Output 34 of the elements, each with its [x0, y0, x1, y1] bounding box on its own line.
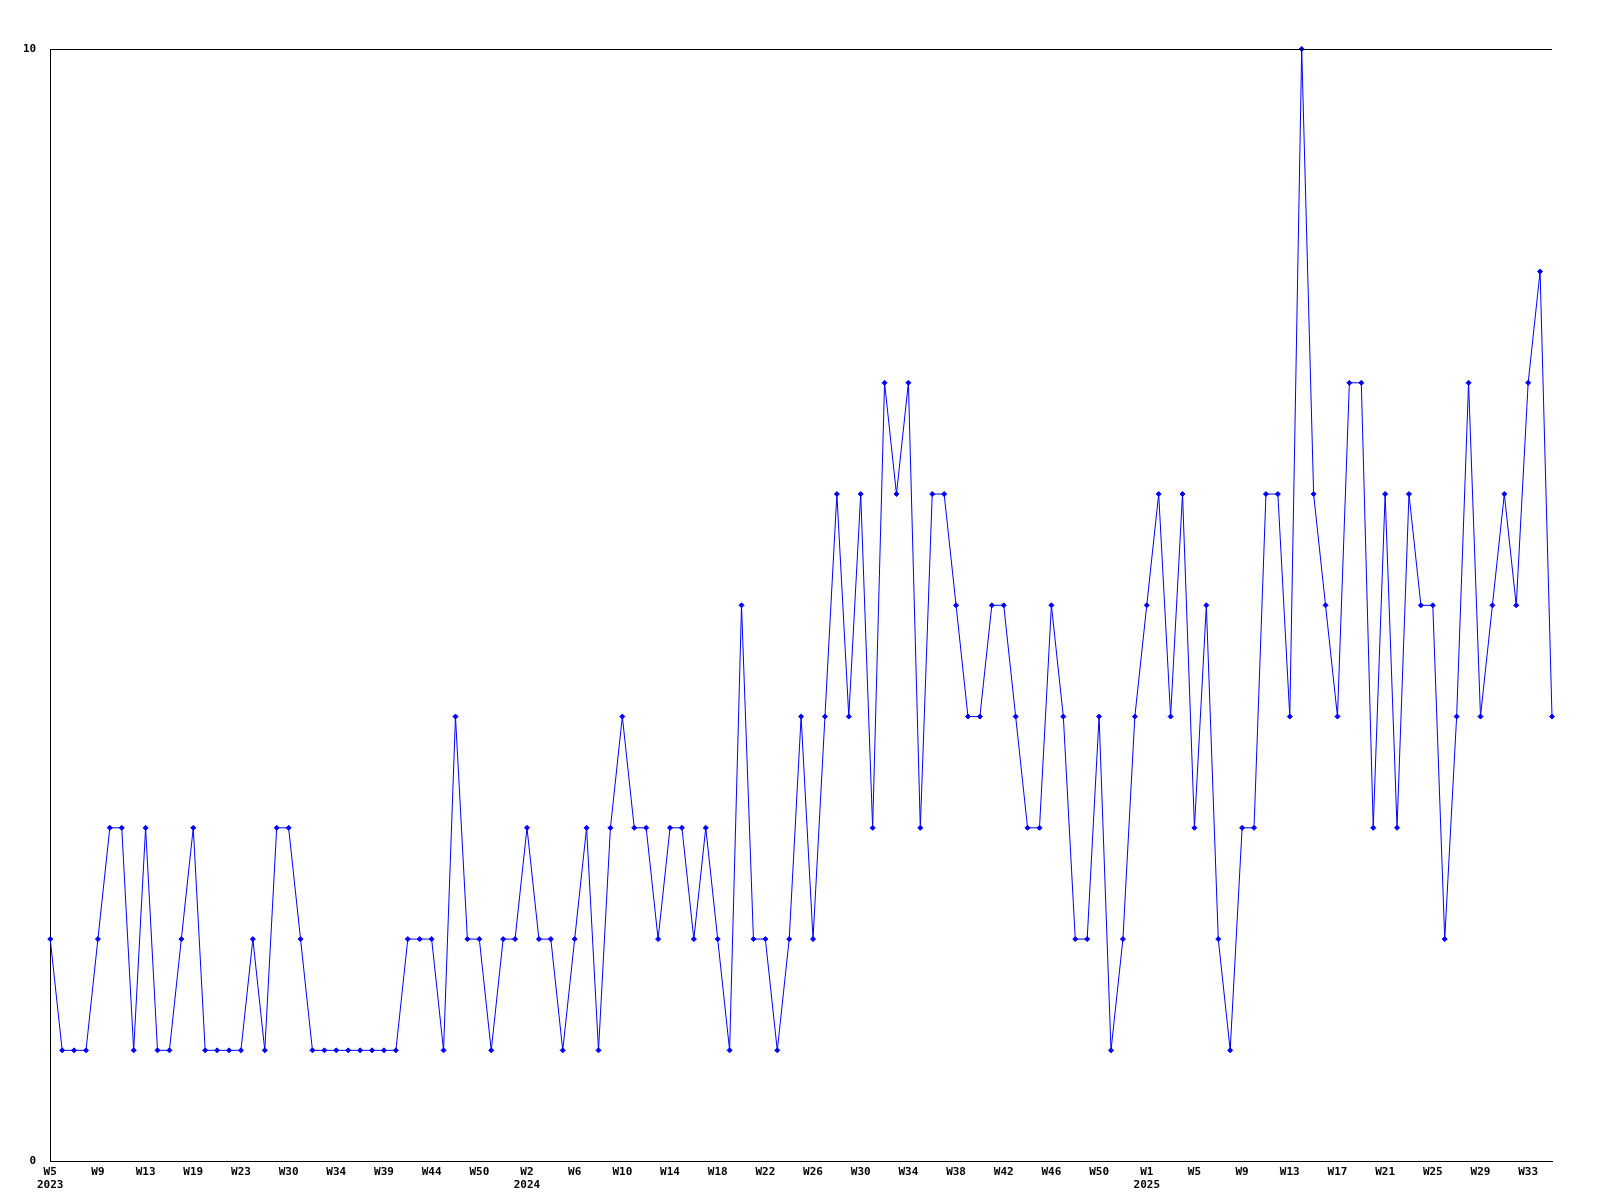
x-tick-label: W2 2024 [513, 1165, 541, 1192]
x-tick-label: W39 [374, 1165, 394, 1179]
x-tick-label: W6 [568, 1165, 582, 1179]
x-tick-label: W9 [91, 1165, 105, 1179]
x-tick-label: W9 [1235, 1165, 1249, 1179]
x-tick-label: W10 [612, 1165, 633, 1179]
x-tick-label: W19 [183, 1165, 204, 1179]
x-tick-label: W1 2025 [1133, 1165, 1161, 1192]
x-tick-label: W13 [1279, 1165, 1300, 1179]
x-tick-label: W23 [231, 1165, 251, 1179]
x-tick-label: W21 [1375, 1165, 1396, 1179]
x-tick-label: W5 [1187, 1165, 1202, 1179]
x-tick-label: W38 [946, 1165, 966, 1179]
x-tick-label: W42 [993, 1165, 1014, 1179]
x-tick-label: W13 [135, 1165, 156, 1179]
x-tick-label: W26 [803, 1165, 824, 1179]
x-tick-label: W34 [898, 1165, 919, 1179]
y-tick-label: 0 [29, 1154, 37, 1168]
x-tick-label: W18 [707, 1165, 728, 1179]
x-tick-label: W50 [469, 1165, 490, 1179]
x-tick-label: W34 [326, 1165, 347, 1179]
x-tick-label: W14 [660, 1165, 681, 1179]
x-tick-label: W50 [1089, 1165, 1110, 1179]
x-tick-label: W25 [1422, 1165, 1443, 1179]
x-tick-label: W17 [1327, 1165, 1348, 1179]
x-tick-label: W30 [850, 1165, 871, 1179]
y-tick-label: 10 [23, 41, 37, 55]
x-tick-label: W29 [1470, 1165, 1491, 1179]
x-tick-label: W22 [755, 1165, 776, 1179]
x-tick-label: W46 [1041, 1165, 1062, 1179]
x-tick-label: W5 2023 [37, 1165, 64, 1192]
x-tick-label: W33 [1518, 1165, 1539, 1179]
x-tick-label: W44 [421, 1165, 442, 1179]
x-tick-label: W30 [278, 1165, 299, 1179]
